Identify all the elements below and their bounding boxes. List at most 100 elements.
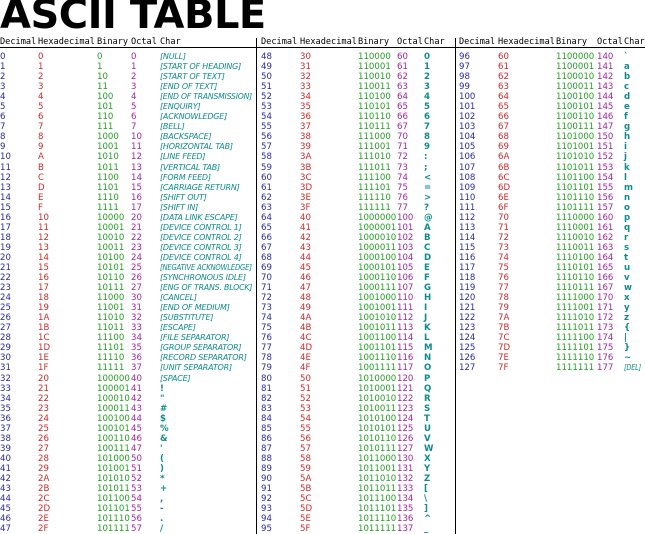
octal-cell: 107 bbox=[397, 283, 414, 294]
octal-cell: 32 bbox=[131, 313, 142, 324]
octal-cell: 142 bbox=[597, 72, 614, 83]
binary-cell: 1010010 bbox=[358, 393, 397, 404]
header-octal: Octal bbox=[131, 37, 157, 47]
octal-cell: 147 bbox=[597, 122, 614, 133]
hex-cell: 3A bbox=[300, 152, 312, 163]
table-row: 63 3F 111111 77? bbox=[258, 203, 454, 213]
char-cell: m bbox=[624, 182, 633, 193]
table-row: 77 4D 1001101 115 M bbox=[258, 343, 454, 353]
decimal-cell: 38 bbox=[0, 433, 11, 444]
octal-cell: 114 bbox=[397, 333, 414, 344]
char-cell: 1 bbox=[424, 62, 430, 73]
decimal-cell: 107 bbox=[459, 162, 476, 173]
binary-cell: 1000011 bbox=[358, 242, 397, 253]
hex-cell: 6B bbox=[498, 162, 510, 173]
binary-cell: 100 bbox=[97, 92, 114, 103]
decimal-cell: 105 bbox=[459, 142, 476, 153]
decimal-cell: 67 bbox=[261, 242, 272, 253]
table-row: 118 76 1110110 166 v bbox=[457, 273, 645, 283]
table-row: 91 5B 1011011 133 [ bbox=[258, 484, 454, 494]
char-cell: [END OF TEXT] bbox=[160, 82, 218, 92]
table-row: 10 A 1010 12 [LINE FEED] bbox=[0, 152, 256, 162]
char-cell: j bbox=[624, 152, 627, 163]
table-row: 59 3B 111011 73; bbox=[258, 163, 454, 173]
char-cell: E bbox=[424, 262, 430, 273]
table-row: 7 7 111 7 [BELL] bbox=[0, 122, 256, 132]
table-row: 27 1B 11011 33 [ESCAPE] bbox=[0, 323, 256, 333]
octal-cell: 127 bbox=[397, 443, 414, 454]
decimal-cell: 34 bbox=[0, 393, 11, 404]
decimal-cell: 118 bbox=[459, 273, 476, 284]
hex-cell: 39 bbox=[300, 142, 311, 153]
char-cell: [ENG OF TRANS. BLOCK] bbox=[160, 283, 253, 293]
octal-cell: 1 bbox=[131, 62, 137, 73]
octal-cell: 177 bbox=[597, 363, 614, 374]
table-row: 109 6D 1101101 155 m bbox=[457, 183, 645, 193]
binary-cell: 1110100 bbox=[556, 252, 595, 263]
column-divider bbox=[256, 38, 257, 534]
hex-cell: 73 bbox=[498, 242, 509, 253]
octal-cell: 120 bbox=[397, 373, 414, 384]
hex-cell: 3 bbox=[38, 82, 44, 93]
char-cell: . bbox=[160, 514, 164, 525]
table-row: 39 27 100111 47 ' bbox=[0, 444, 256, 454]
octal-cell: 161 bbox=[597, 222, 614, 233]
hex-cell: 5E bbox=[300, 514, 311, 525]
hex-cell: 47 bbox=[300, 283, 311, 294]
binary-cell: 1111100 bbox=[556, 333, 595, 344]
octal-cell: 77 bbox=[397, 202, 408, 213]
octal-cell: 104 bbox=[397, 252, 414, 263]
decimal-cell: 31 bbox=[0, 363, 11, 374]
char-cell: [NULL] bbox=[160, 52, 186, 61]
hex-cell: 58 bbox=[300, 453, 311, 464]
table-row: 66 42 1000010 102 B bbox=[258, 233, 454, 243]
hex-cell: 25 bbox=[38, 423, 49, 434]
octal-cell: 60 bbox=[397, 52, 408, 62]
table-row: 92 5C 1011100 134 \ bbox=[258, 494, 454, 504]
hex-cell: 49 bbox=[300, 303, 311, 314]
decimal-cell: 63 bbox=[261, 202, 272, 213]
octal-cell: 64 bbox=[397, 92, 408, 103]
binary-cell: 110011 bbox=[358, 82, 391, 93]
decimal-cell: 115 bbox=[459, 242, 476, 253]
binary-cell: 10110 bbox=[97, 273, 125, 284]
binary-cell: 1011111 bbox=[358, 524, 397, 534]
decimal-cell: 49 bbox=[261, 62, 272, 73]
table-row: 34 22 100010 42 " bbox=[0, 394, 256, 404]
decimal-cell: 64 bbox=[261, 212, 272, 223]
table-row: 107 6B 1101011 153 k bbox=[457, 163, 645, 173]
decimal-cell: 11 bbox=[0, 162, 11, 173]
binary-cell: 1100101 bbox=[556, 102, 595, 113]
char-cell: V bbox=[424, 433, 431, 444]
char-cell: B bbox=[424, 232, 431, 243]
table-row: 49 31 110001 61 1 bbox=[258, 62, 454, 72]
table-row: 62 3E 111110 76 > bbox=[258, 193, 454, 203]
decimal-cell: 73 bbox=[261, 303, 272, 314]
decimal-cell: 0 bbox=[0, 52, 6, 62]
binary-cell: 1011010 bbox=[358, 473, 397, 484]
octal-cell: 63 bbox=[397, 82, 408, 93]
binary-cell: 1101111 bbox=[556, 202, 595, 213]
hex-cell: 32 bbox=[300, 72, 311, 83]
hex-cell: B bbox=[38, 162, 44, 173]
char-cell: s bbox=[624, 242, 630, 253]
decimal-cell: 45 bbox=[0, 504, 11, 515]
table-row: 60 3C 111100 74 < bbox=[258, 173, 454, 183]
binary-cell: 10001 bbox=[97, 222, 125, 233]
table-row: 126 7E 1111110 176 ~ bbox=[457, 353, 645, 363]
hex-cell: 33 bbox=[300, 82, 311, 93]
binary-cell: 1011110 bbox=[358, 514, 397, 525]
decimal-cell: 117 bbox=[459, 262, 476, 273]
octal-cell: 46 bbox=[131, 433, 142, 444]
table-row: 46 2E 101110 56. bbox=[0, 514, 256, 524]
char-cell: y bbox=[624, 303, 630, 314]
header-hexadecimal: Hexadecimal bbox=[300, 37, 357, 47]
binary-cell: 100111 bbox=[97, 443, 130, 454]
char-cell: ^ bbox=[424, 514, 432, 525]
binary-cell: 1001011 bbox=[358, 323, 397, 334]
table-row: 44 2C 101100 54, bbox=[0, 494, 256, 504]
hex-cell: 3D bbox=[300, 182, 313, 193]
binary-cell: 1100010 bbox=[556, 72, 595, 83]
octal-cell: 13 bbox=[131, 162, 142, 173]
char-cell: [RECORD SEPARATOR] bbox=[160, 353, 247, 363]
